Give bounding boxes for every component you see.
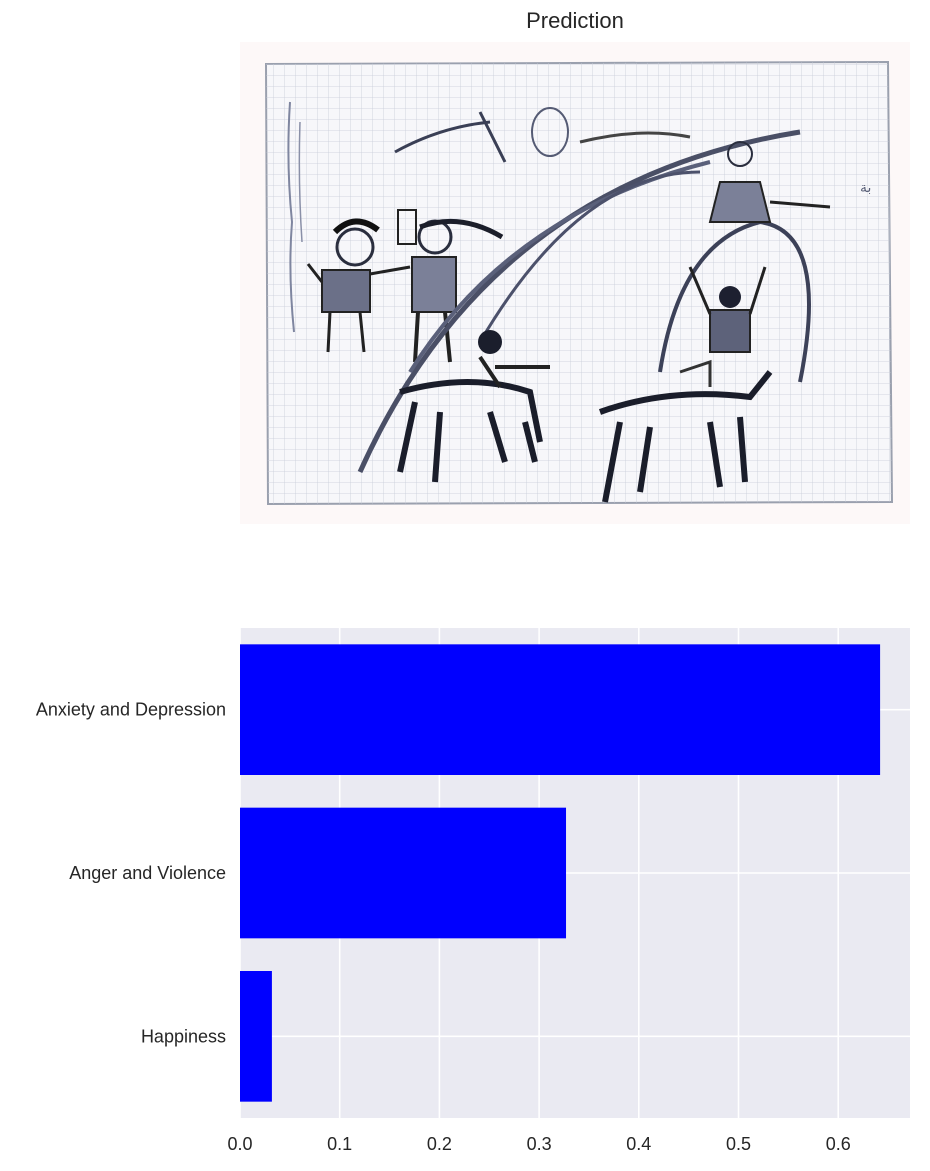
figure-title: Prediction (526, 8, 624, 33)
bar-anger-and-violence (240, 807, 567, 939)
bar-anxiety-and-depression (240, 644, 881, 775)
svg-text:بة: بة (860, 179, 871, 195)
category-labels: Anxiety and Depression Anger and Violence… (36, 700, 226, 1047)
x-tick-label: 0.0 (227, 1134, 252, 1154)
category-label: Happiness (141, 1026, 226, 1046)
category-label: Anger and Violence (69, 863, 226, 883)
x-tick-label: 0.2 (427, 1134, 452, 1154)
x-tick-label: 0.3 (527, 1134, 552, 1154)
category-label: Anxiety and Depression (36, 700, 226, 720)
x-tick-label: 0.4 (626, 1134, 651, 1154)
bar-happiness (240, 971, 272, 1102)
x-tick-label: 0.1 (327, 1134, 352, 1154)
x-tick-label: 0.5 (726, 1134, 751, 1154)
drawing-svg: بة (264, 60, 894, 506)
bars (240, 644, 881, 1102)
child-drawing-image: بة (240, 42, 910, 524)
x-tick-label: 0.6 (826, 1134, 851, 1154)
x-tick-labels: 0.0 0.1 0.2 0.3 0.4 0.5 0.6 (227, 1134, 850, 1154)
